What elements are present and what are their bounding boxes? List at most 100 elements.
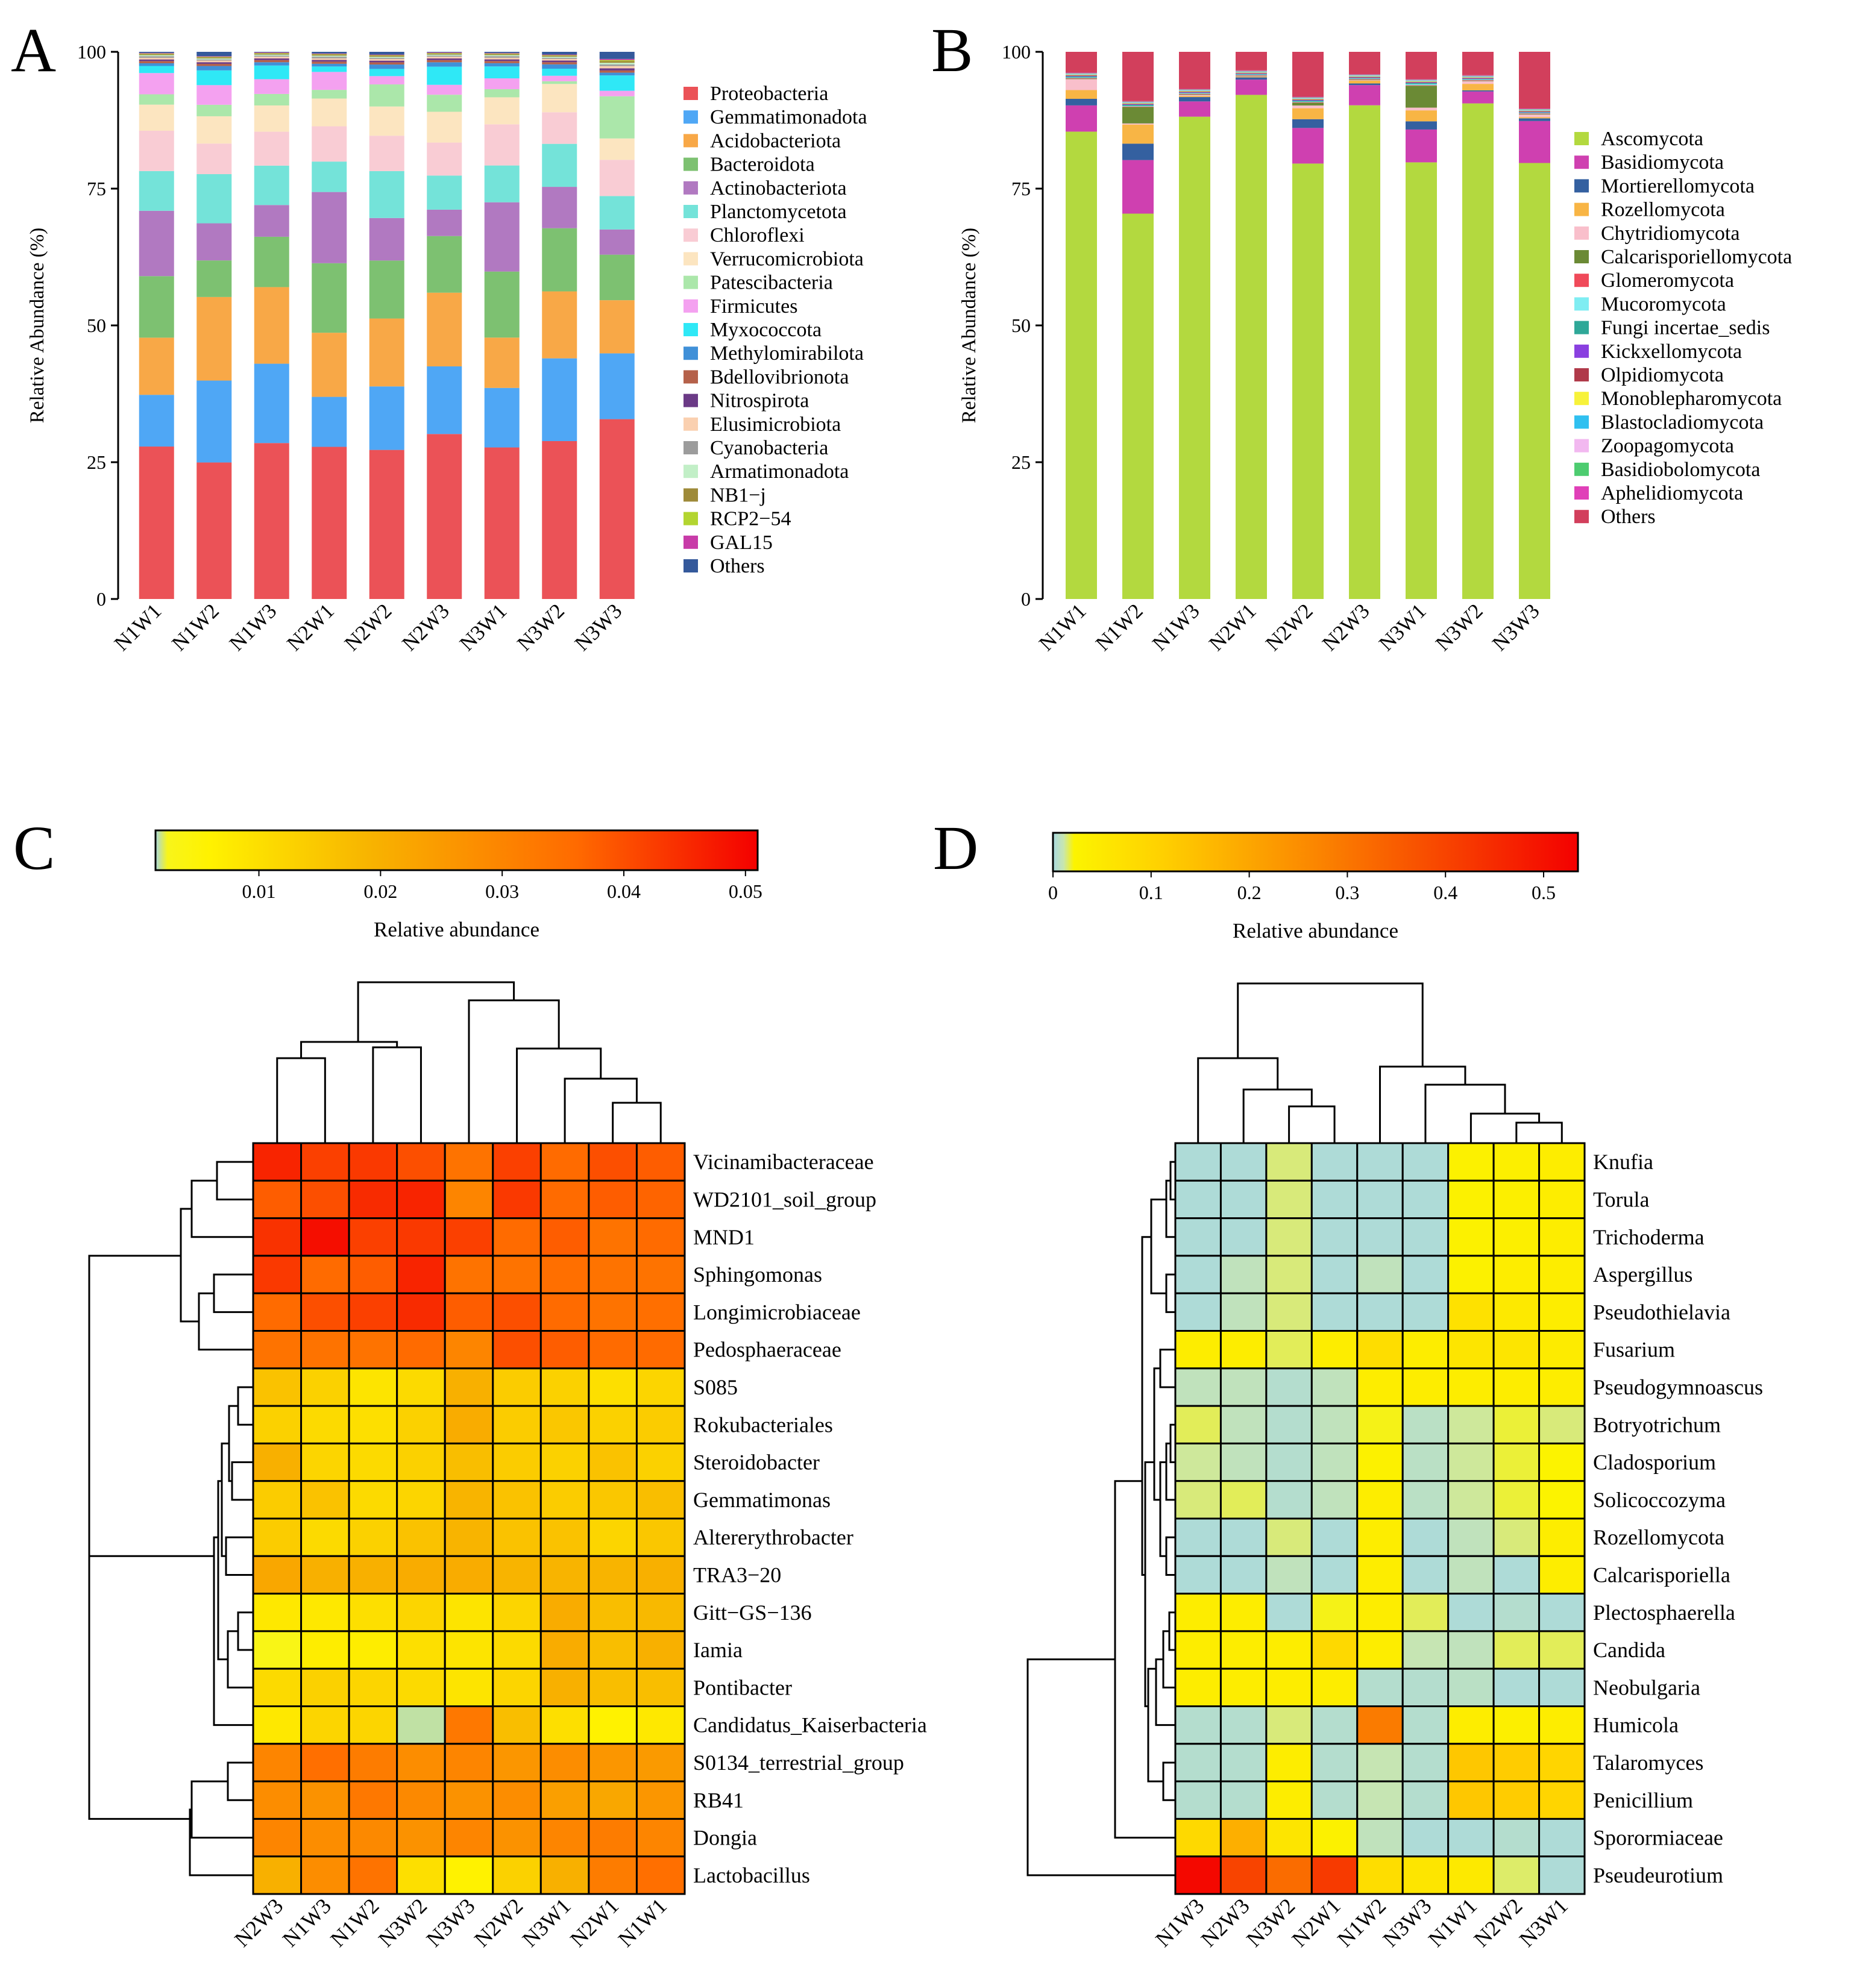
bar-segment-a-3-3 [312,263,347,333]
bar-segment-b-6-3 [1406,110,1437,122]
row-dendrogram-link-d-6 [1165,1442,1175,1501]
heatmap-cell-c-15-7 [588,1705,638,1745]
heatmap-cell-d-12-1 [1219,1593,1268,1632]
legend-a: ProteobacteriaGemmatimonadotaAcidobacter… [684,83,867,577]
bar-segment-b-1-11 [1122,103,1154,104]
bar-segment-a-5-10 [427,66,462,85]
heatmap-cell-c-6-2 [348,1367,398,1407]
heatmap-cell-c-13-2 [348,1630,398,1670]
heatmap-cell-d-2-7 [1492,1217,1541,1257]
heatmap-cell-c-13-1 [300,1630,350,1670]
bar-segment-a-3-13 [312,60,347,62]
legend-swatch-b-9 [1574,344,1589,358]
bar-segment-a-2-4 [254,205,289,237]
heatmap-cell-c-11-5 [492,1555,542,1595]
bar-segment-a-8-8 [599,96,635,139]
heatmap-cell-c-4-0 [252,1292,303,1332]
heatmap-cell-c-9-2 [348,1480,398,1520]
bar-segment-a-4-5 [369,171,404,218]
row-label-d-15: Humicola [1593,1713,1679,1737]
dendrograms-d [1026,982,1563,1877]
heatmap-cell-d-8-8 [1538,1442,1586,1482]
row-dendrogram-link-c-18 [88,1255,181,1738]
bar-segment-a-6-0 [484,447,520,599]
bar-segment-a-4-4 [369,218,404,261]
panel-letter-c: C [13,814,55,883]
heatmap-cell-d-2-2 [1265,1217,1313,1257]
heatmap-cell-c-5-4 [444,1330,494,1370]
x-tick-labels-b: N1W1 N1W2 N1W3 N2W1 N2W2 N2W3 N3W1 N3W2 N3W3 [1034,599,1544,656]
heatmap-cell-d-5-7 [1492,1330,1541,1370]
bar-segment-b-5-12 [1349,75,1380,77]
colorbar-tick-label-d-5: 0.5 [1532,882,1556,903]
heatmap-cell-c-3-8 [635,1255,686,1294]
heatmap-cell-d-14-2 [1265,1667,1313,1707]
bar-segment-a-0-20 [139,52,174,53]
heatmap-cells-d [1174,1142,1586,1895]
bar-segment-a-6-4 [484,202,520,272]
heatmap-cell-d-17-8 [1538,1780,1586,1820]
row-dendrogram-link-c-2 [190,1179,253,1238]
heatmap-cell-c-11-0 [252,1555,303,1595]
heatmap-cell-d-9-5 [1401,1480,1450,1520]
y-tick-label-a-4: 100 [77,41,106,63]
legend-label-b-8: Fungi incertae_sedis [1601,317,1770,339]
bar-segment-a-8-14 [599,66,635,69]
row-labels-d: Knufia Torula Trichoderma Aspergillus Pseudo… [1593,1150,1763,1887]
heatmap-cell-c-3-0 [252,1255,303,1294]
heatmap-cell-c-8-2 [348,1442,398,1482]
bar-segment-a-2-10 [254,65,289,80]
heatmap-cell-c-1-1 [300,1179,350,1220]
bar-segment-a-3-16 [312,55,347,57]
row-label-d-1: Torula [1593,1187,1649,1211]
bar-segment-a-3-12 [312,61,347,64]
bar-segment-b-4-15 [1292,96,1324,98]
column-label-d-0: N1W3 [1151,1893,1208,1951]
y-ticks-a: 0 25 50 75 100 [77,41,118,610]
heatmap-cell-c-13-8 [635,1630,686,1670]
heatmap-cell-d-5-2 [1265,1330,1313,1370]
bar-segment-a-5-3 [427,236,462,293]
bar-segment-a-6-16 [484,55,520,57]
heatmap-cell-c-16-6 [539,1743,590,1783]
column-dendrogram-link-c-2 [300,1041,398,1058]
heatmap-cell-d-9-3 [1310,1480,1359,1520]
bar-segment-a-4-1 [369,386,404,450]
column-dendrogram-link-c-0 [276,1057,326,1143]
heatmap-cell-c-17-0 [252,1780,303,1820]
bar-segment-a-4-9 [369,76,404,85]
heatmap-cell-c-8-5 [492,1442,542,1482]
bar-segment-b-4-12 [1292,98,1324,99]
bar-segment-b-7-0 [1462,103,1494,600]
heatmap-cell-c-2-3 [396,1217,446,1257]
bar-segment-a-5-13 [427,58,462,60]
row-label-c-11: TRA3−20 [693,1563,781,1587]
legend-swatch-a-18 [684,512,698,525]
column-label-d-3: N2W1 [1287,1893,1345,1951]
heatmap-cell-c-0-4 [444,1142,494,1182]
heatmap-cell-c-1-5 [492,1179,542,1220]
heatmap-cell-d-6-0 [1174,1367,1222,1407]
heatmap-cell-d-3-2 [1265,1255,1313,1294]
heatmap-cell-d-9-8 [1538,1480,1586,1520]
colorbar-tick-label-c-3: 0.04 [607,880,641,902]
row-label-d-2: Trichoderma [1593,1225,1705,1249]
bar-segment-b-2-11 [1179,91,1210,92]
legend-label-b-4: Chytridiomycota [1601,222,1739,245]
heatmap-cell-d-13-2 [1265,1630,1313,1670]
heatmap-cell-c-5-7 [588,1330,638,1370]
row-dendrogram-link-d-15 [1144,1461,1154,1707]
legend-swatch-a-11 [684,346,698,360]
heatmap-cell-c-10-5 [492,1517,542,1557]
heatmap-cell-d-13-6 [1447,1630,1495,1670]
legend-label-a-1: Gemmatimonadota [710,106,867,128]
legend-swatch-a-16 [684,465,698,478]
heatmap-cell-d-16-4 [1356,1743,1404,1783]
bar-segment-a-0-13 [139,59,174,61]
bar-segment-a-0-9 [139,73,174,95]
row-dendrogram-link-c-15 [190,1780,253,1839]
bar-segment-a-7-6 [542,112,577,144]
heatmap-cell-c-11-1 [300,1555,350,1595]
bar-segment-a-6-13 [484,59,520,61]
bar-segment-b-1-7 [1122,105,1154,107]
